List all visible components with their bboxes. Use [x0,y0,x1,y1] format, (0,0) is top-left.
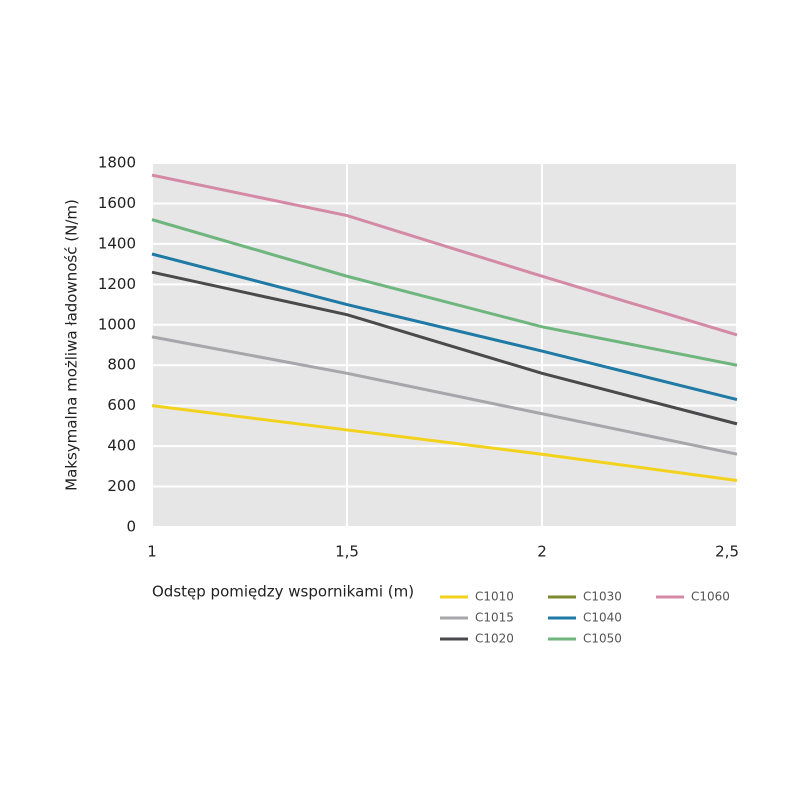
y-tick-label: 200 [107,477,136,495]
y-tick-label: 800 [107,356,136,374]
x-axis-label: Odstęp pomiędzy wspornikami (m) [152,583,414,601]
legend-label: C1030 [583,590,622,604]
x-tick-label: 1,5 [335,543,359,561]
legend-label: C1010 [475,590,514,604]
series-line [151,252,738,402]
y-tick-label: 1200 [98,275,136,293]
legend-label: C1050 [583,632,622,646]
y-axis-label: Maksymalna możliwa ładowność (N/m) [63,199,81,491]
legend-label: C1040 [583,611,622,625]
y-tick-label: 600 [107,396,136,414]
y-tick-label: 400 [107,437,136,455]
y-tick-label: 1400 [98,234,136,252]
legend-label: C1060 [691,590,730,604]
y-tick-label: 1600 [98,194,136,212]
series-line [151,173,738,337]
y-tick-label: 1800 [98,154,136,172]
legend-label: C1015 [475,611,514,625]
x-tick-label: 2 [537,543,547,561]
series-line [151,404,738,482]
y-tick-label: 1000 [98,315,136,333]
x-tick-label: 2,5 [715,543,739,561]
series-line [151,218,738,367]
legend-label: C1020 [475,632,514,646]
y-tick-label: 0 [126,518,136,536]
x-tick-label: 1 [147,543,157,561]
series-line [151,270,738,426]
series-line [151,335,738,456]
